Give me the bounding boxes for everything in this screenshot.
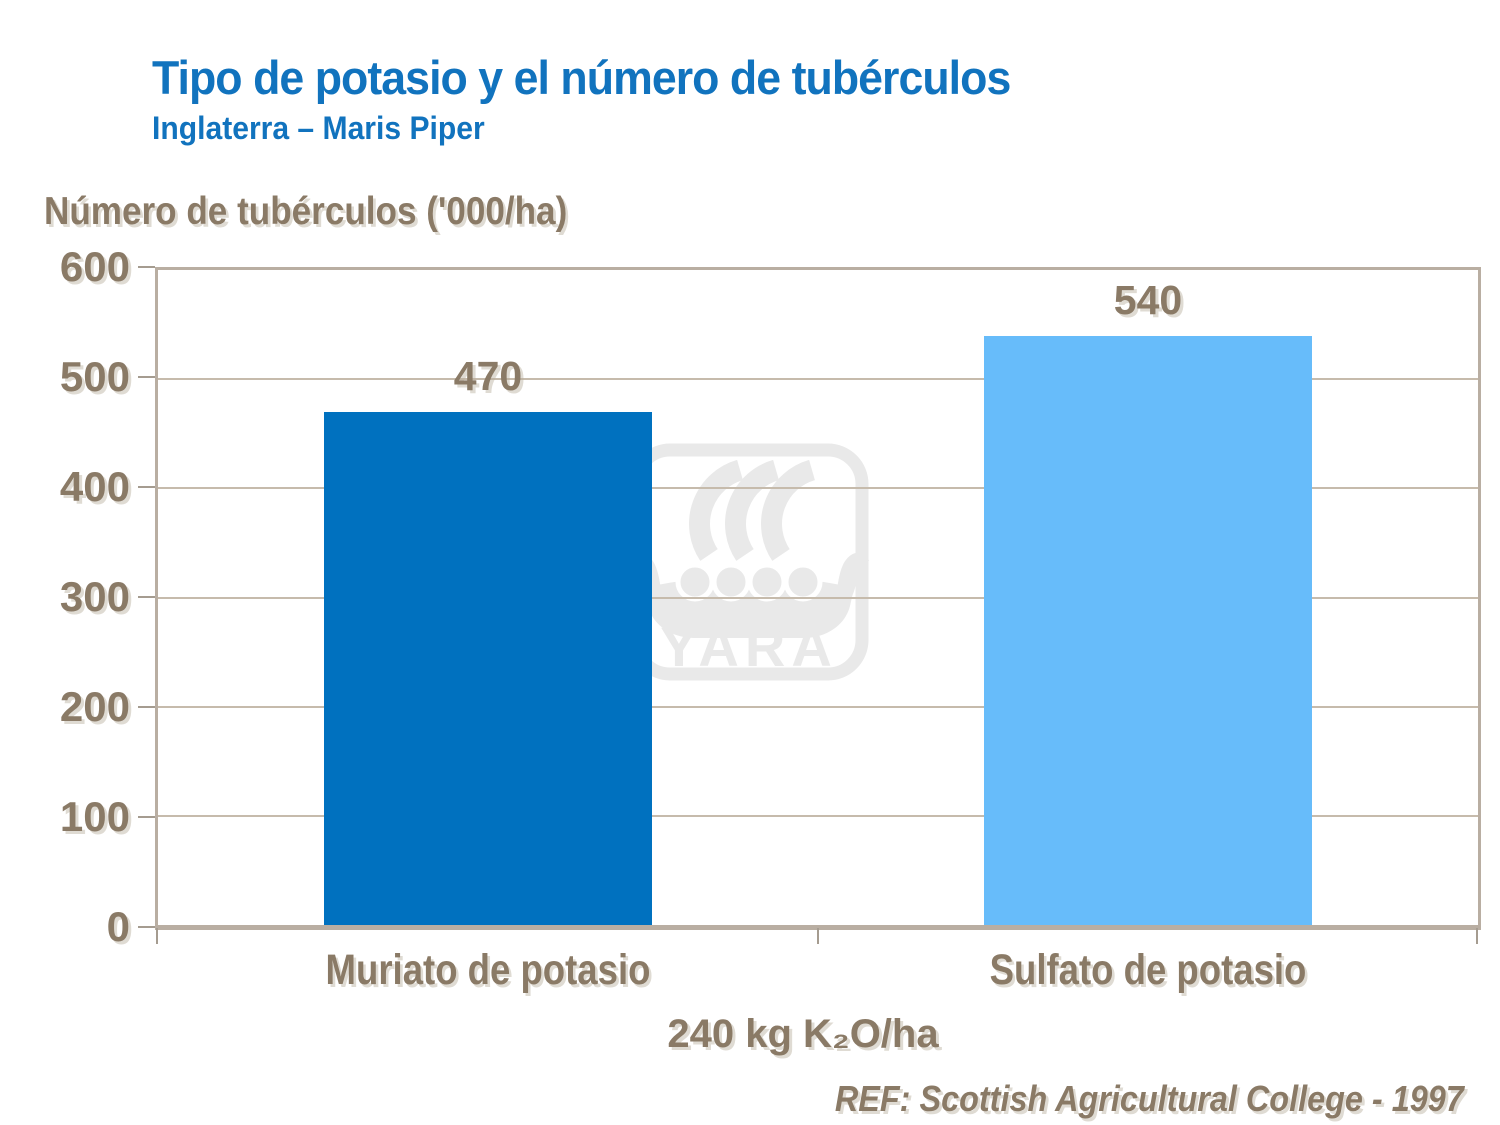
watermark-wordmark: YARA (660, 615, 838, 678)
y-tick-label: 100 (59, 793, 130, 840)
y-tick-mark (138, 266, 155, 268)
gridline (158, 596, 1478, 599)
chart-title: Tipo de potasio y el número de tubérculo… (152, 51, 1011, 104)
y-tick-mark (138, 816, 155, 818)
x-category-label: Muriato de potasio (325, 946, 651, 994)
bar-value-label: 540 (1113, 276, 1183, 323)
bar (324, 411, 652, 925)
y-axis-title: Número de tubérculos ('000/ha) (44, 190, 568, 233)
y-tick-label: 300 (59, 573, 130, 620)
x-axis-label: 240 kg K₂O/ha (667, 1012, 939, 1056)
y-tick-label: 200 (59, 683, 130, 730)
yara-watermark-logo: YARA (629, 443, 869, 681)
x-tick-mark (1476, 928, 1478, 944)
y-tick-label: 600 (59, 243, 130, 290)
x-tick-mark (156, 928, 158, 944)
bar-value-label: 470 (453, 352, 523, 399)
viking-ship-shields-icon (675, 562, 823, 602)
y-tick-mark (138, 486, 155, 488)
viking-ship-sails-icon (689, 459, 816, 561)
bars: 470 540 (158, 270, 1478, 925)
y-tick-mark (138, 596, 155, 598)
y-tick-label: 500 (59, 353, 130, 400)
y-tick-mark (138, 376, 155, 378)
y-tick-label: 0 (106, 903, 130, 950)
bar (984, 335, 1312, 925)
y-tick-mark (138, 706, 155, 708)
chart-subtitle: Inglaterra – Maris Piper (152, 110, 485, 146)
y-tick-mark (138, 926, 155, 928)
y-tick-label: 400 (59, 463, 130, 510)
gridline (158, 814, 1478, 817)
x-tick-mark (817, 928, 819, 944)
x-category-label: Sulfato de potasio (989, 946, 1307, 994)
gridline (158, 378, 1478, 381)
plot-area: YARA 470 540 (155, 267, 1481, 930)
gridlines (158, 270, 1478, 925)
reference-text: REF: Scottish Agricultural College - 199… (835, 1078, 1464, 1119)
gridline (158, 487, 1478, 490)
gridline (158, 705, 1478, 708)
